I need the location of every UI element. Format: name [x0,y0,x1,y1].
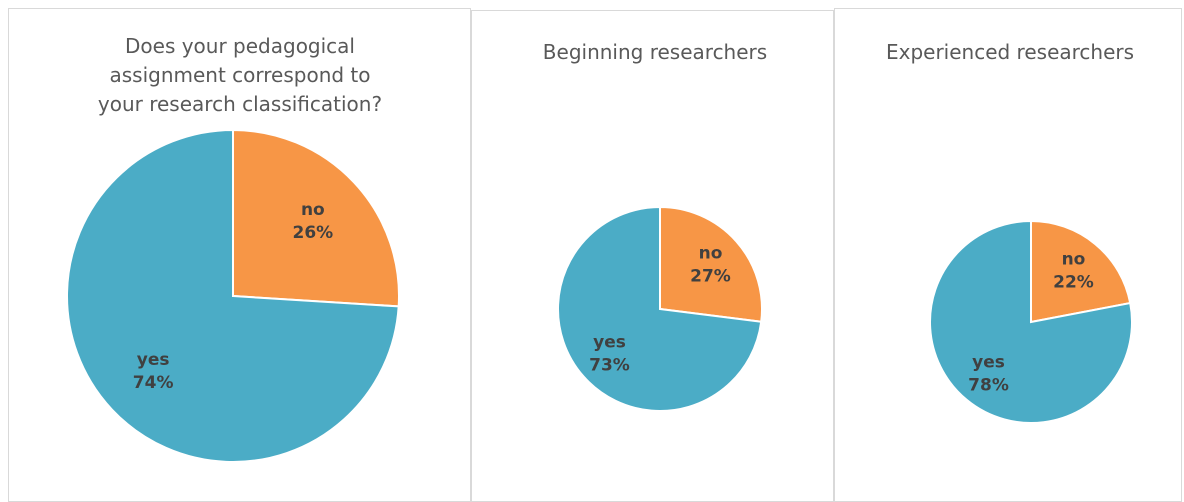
chart-title: Experienced researchers [885,40,1135,64]
chart-title: Does your pedagogical assignment corresp… [97,34,383,116]
pie-slice [557,205,763,412]
slice-category-label: yes [593,333,626,353]
slice-value-label: 73% [589,356,630,376]
slice-value-label: 26% [293,223,334,243]
pie-slice [659,205,763,323]
slice-value-label: 78% [968,375,1009,395]
pie-slice [232,128,400,308]
slice-category-label: no [1062,250,1086,270]
slice-category-label: no [301,200,325,220]
slice-category-label: yes [137,350,170,370]
slice-category-label: no [699,243,723,263]
slice-value-label: 74% [133,373,174,393]
pie-slice [1030,219,1132,324]
chart-title: Beginning researchers [542,40,768,64]
pie-slice [66,128,400,463]
slice-value-label: 22% [1053,273,1094,293]
slice-category-label: yes [972,352,1005,372]
slice-value-label: 27% [690,266,731,286]
pie-slice [929,219,1133,424]
